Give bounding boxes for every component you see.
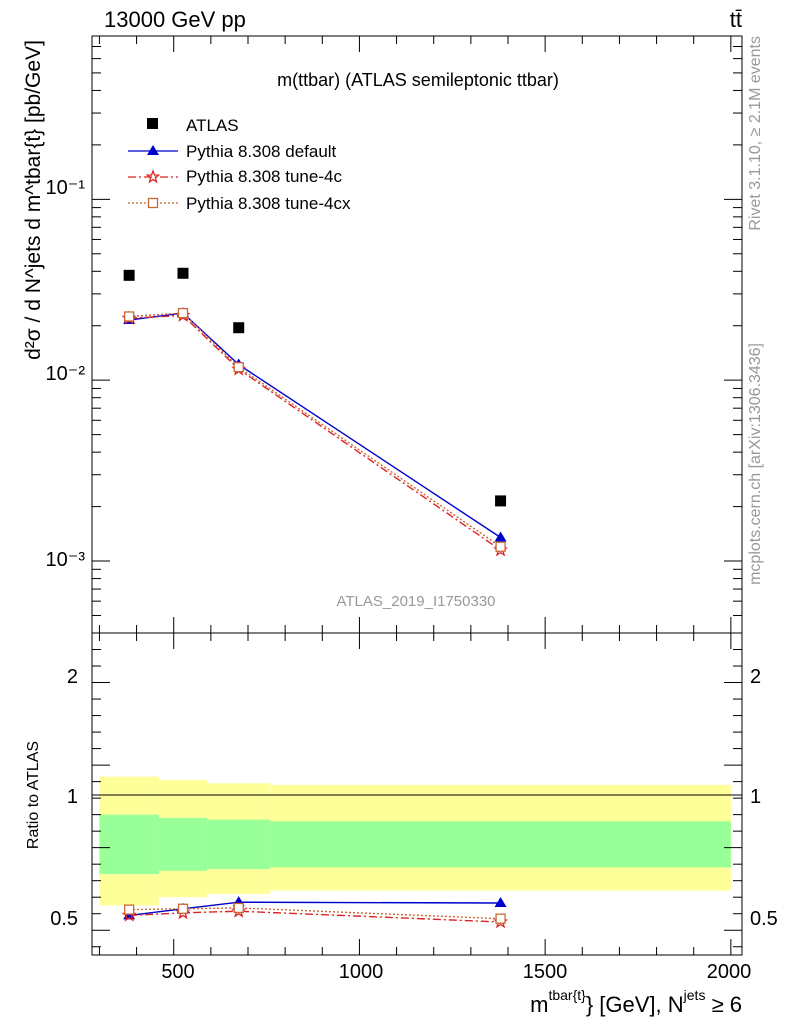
main-series-markers [121,267,509,557]
ratio-frame [91,632,743,956]
ratio-point-pythia-8-308-tune-4cx [233,902,244,914]
main-point-pythia-8-308-tune-4cx [233,362,244,373]
ratio-uncertainty-bands [99,776,731,906]
ratio-panel: 0.5 1 2 0.5 1 2 500 1000 1500 2000 Ratio… [25,632,778,1017]
legend-star-shape [145,169,161,184]
ratio-y-tick-labels: 0.5 1 2 0.5 1 2 [50,666,778,930]
main-line-pythia-8-308-tune-4c [129,314,501,551]
y-tick-label-main: 10⁻¹ [46,177,86,199]
ratio-point-pythia-8-308-tune-4cx [123,904,135,915]
mcplots-label: mcplots.cern.ch [arXiv:1306.3436] [747,343,764,585]
x-tick-label: 1000 [339,961,384,983]
main-point-pythia-8-308-tune-4cx [495,541,506,552]
legend-label: Pythia 8.308 default [186,142,337,161]
plot-title: m(ttbar) (ATLAS semileptonic ttbar) [277,70,559,90]
ratio-series-lines [129,901,501,923]
y-tick-label-ratio: 0.5 [50,908,78,930]
legend-entry-tune4cx: Pythia 8.308 tune-4cx [128,194,351,213]
main-point-pythia-8-308-tune-4cx [177,307,189,319]
legend-marker-default [147,145,159,155]
y-tick-label-ratio: 1 [67,786,78,808]
band-inner [158,817,208,871]
process-label: tt̄ [730,7,742,32]
x-tick-labels: 500 1000 1500 2000 [161,961,751,983]
main-point-atlas [123,269,135,281]
legend: ATLAS Pythia 8.308 default Pythia 8.308 … [128,116,351,213]
band-inner [207,819,271,870]
ratio-point-pythia-8-308-tune-4cx [177,903,189,914]
legend-marker-tune4cx [147,197,159,209]
ratio-point-pythia-8-308-default [494,896,507,907]
ratio-series-markers [121,896,509,929]
legend-label: ATLAS [186,116,239,135]
y-tick-label-ratio-right: 0.5 [750,908,778,930]
main-point-atlas [495,495,507,507]
ratio-line-pythia-8-308-tune-4c [129,910,501,923]
y-tick-label-main: 10⁻² [46,363,86,385]
main-ticks [92,35,742,634]
main-point-atlas [177,267,189,279]
legend-marker-atlas [147,118,158,129]
energy-label: 13000 GeV pp [104,7,246,32]
y-tick-label-ratio-right: 1 [750,786,761,808]
x-tick-label: 2000 [707,961,752,983]
legend-label: Pythia 8.308 tune-4cx [186,194,351,213]
legend-entry-atlas: ATLAS [147,116,239,135]
ratio-ticks [92,633,742,955]
band-inner [99,814,159,875]
ratio-line-pythia-8-308-tune-4cx [129,907,501,920]
legend-entry-tune4c: Pythia 8.308 tune-4c [128,167,342,186]
ratio-line-pythia-8-308-default [129,901,501,917]
y-tick-label-main: 10⁻³ [46,549,86,571]
legend-entry-default: Pythia 8.308 default [128,142,337,161]
main-series-lines [129,312,501,551]
x-axis-label: mtbar{t}} [GeV], Njets ≥ 6 [530,987,742,1017]
x-tick-label: 1500 [523,961,568,983]
legend-marker-tune4c [145,169,161,184]
main-line-pythia-8-308-default [129,312,501,539]
main-y-axis-label: d²σ / d N^jets d m^tbar{t} [pb/GeV] [22,40,45,360]
main-point-pythia-8-308-default [494,531,507,542]
ratio-y-axis-label: Ratio to ATLAS [25,741,42,849]
main-point-pythia-8-308-tune-4cx [123,311,135,322]
band-inner [270,821,731,868]
main-y-tick-labels: 10⁻¹ 10⁻² 10⁻³ [46,177,86,571]
analysis-label: ATLAS_2019_I1750330 [336,593,495,610]
y-tick-label-ratio-right: 2 [750,666,761,688]
main-line-pythia-8-308-tune-4cx [129,312,501,548]
ratio-point-pythia-8-308-tune-4cx [495,913,506,924]
y-tick-label-ratio: 2 [67,666,78,688]
x-tick-label: 500 [161,961,194,983]
main-panel: 10⁻¹ 10⁻² 10⁻³ m(ttbar) (ATLAS semilepto… [22,35,743,634]
rivet-label: Rivet 3.1.10, ≥ 2.1M events [747,36,764,231]
main-point-atlas [233,322,245,334]
legend-label: Pythia 8.308 tune-4c [186,167,342,186]
